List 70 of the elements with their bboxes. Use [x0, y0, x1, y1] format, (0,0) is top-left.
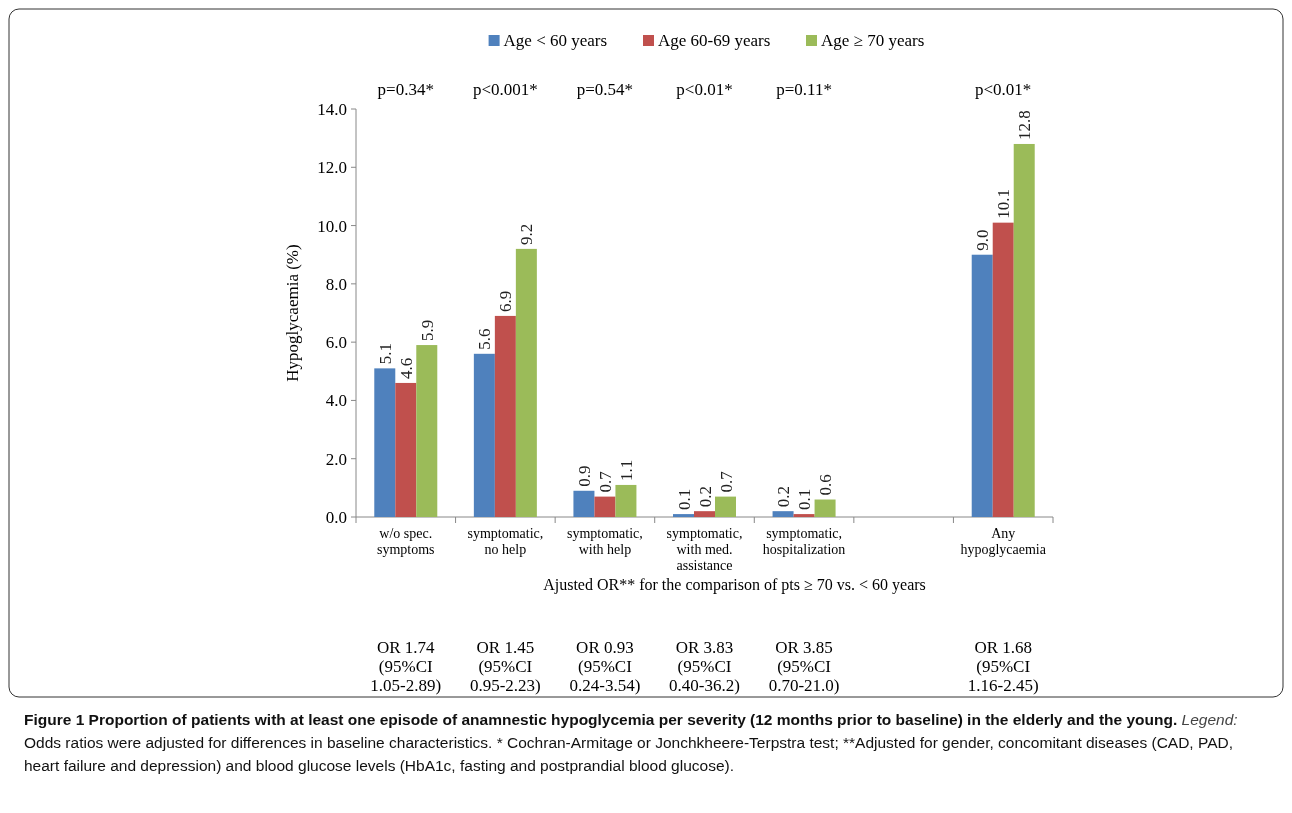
- bar: [416, 345, 438, 517]
- y-tick-label: 0.0: [325, 507, 347, 527]
- data-label: 0.7: [716, 470, 736, 493]
- text: OR 1.74 (95%CI 1.05-2.89): [370, 638, 442, 695]
- legend-label: Age < 60 years: [503, 31, 608, 50]
- y-tick-label: 6.0: [325, 333, 347, 353]
- text: OR 3.85 (95%CI 0.70-21.0): [768, 638, 840, 695]
- x-tick-label: symptomatic, with med. assistance: [666, 526, 743, 573]
- bar: [971, 254, 993, 517]
- text: p<0.01*: [676, 80, 733, 99]
- text: OR 1.68 (95%CI 1.16-2.45): [967, 638, 1039, 695]
- text: OR 3.83 (95%CI 0.40-36.2): [669, 638, 740, 695]
- text: p=0.11*: [776, 80, 832, 99]
- data-label: 0.7: [595, 470, 615, 493]
- data-label: 0.9: [574, 465, 594, 487]
- y-tick-label: 12.0: [317, 158, 347, 178]
- data-label: 9.0: [973, 229, 993, 251]
- data-label: 0.2: [774, 485, 794, 508]
- bar: [615, 484, 637, 517]
- bar: [772, 511, 794, 517]
- bar: [814, 499, 836, 517]
- bar: [573, 490, 595, 517]
- data-label: 5.9: [417, 319, 437, 342]
- bar: [1013, 143, 1035, 517]
- legend-label: Age 60-69 years: [658, 31, 771, 50]
- caption: Figure 1 Proportion of patients with at least one episode of anamnestic hypoglycemia per severity (12 months prior to baseline) in the elderly and the young.: [24, 711, 1179, 728]
- x-tick-label: w/o spec. symptoms: [377, 526, 435, 557]
- x-tick-label: symptomatic, hospitalization: [762, 526, 846, 557]
- bar: [715, 496, 736, 517]
- data-label: 0.1: [674, 488, 694, 511]
- text: p<0.01*: [975, 80, 1032, 99]
- data-label: 0.1: [795, 488, 815, 511]
- text: OR 1.45 (95%CI 0.95-2.23): [469, 638, 541, 695]
- legend-label: Age ≥ 70 years: [821, 31, 925, 50]
- bar: [494, 315, 516, 517]
- text: OR 0.93 (95%CI 0.24-3.54): [569, 638, 641, 695]
- bar: [374, 368, 396, 517]
- y-tick-label: 14.0: [317, 99, 347, 119]
- y-tick-label: 2.0: [325, 449, 347, 469]
- bar: [515, 248, 537, 517]
- text: p<0.001*: [472, 80, 538, 99]
- bar: [395, 382, 417, 517]
- data-label: 4.6: [396, 357, 416, 379]
- text: Legend:: [1181, 711, 1238, 728]
- y-axis-title: Hypoglycaemia (%): [283, 244, 302, 382]
- x-tick-label: Any hypoglycaemia: [960, 526, 1047, 557]
- bar: [473, 353, 495, 517]
- x-tick-label: symptomatic, with help: [567, 526, 643, 557]
- y-tick-label: 4.0: [325, 391, 347, 411]
- data-label: 9.2: [517, 223, 537, 245]
- bar: [673, 514, 694, 517]
- bar: [594, 496, 616, 517]
- y-tick-label: 8.0: [325, 274, 347, 294]
- data-label: 0.2: [695, 485, 715, 508]
- data-label: 0.6: [816, 474, 836, 496]
- text: p=0.34*: [377, 80, 434, 99]
- bar: [793, 514, 815, 517]
- data-label: 10.1: [994, 188, 1014, 219]
- text: p=0.54*: [576, 80, 634, 99]
- bar: [694, 511, 715, 517]
- data-label: 6.9: [496, 290, 516, 312]
- data-label: 12.8: [1015, 110, 1035, 140]
- y-tick-label: 10.0: [317, 216, 347, 236]
- data-label: 1.1: [616, 459, 636, 481]
- text: Ajusted OR** for the comparison of pts ≥ 70 vs. < 60 years: [543, 576, 926, 594]
- data-label: 5.1: [375, 343, 395, 365]
- data-label: 5.6: [475, 328, 495, 350]
- x-tick-label: symptomatic, no help: [467, 526, 544, 557]
- text: Odds ratios were adjusted for differences in baseline characteristics. * Cochran-Armitage or Jonchkheere-Terpstra test; **Adjusted for gender, concomitant diseases (CAD, PAD, heart failure and depression) and blood glucose levels (HbA1c, fasting and postprandial blood glucose).: [24, 734, 1233, 774]
- bar: [992, 222, 1014, 517]
